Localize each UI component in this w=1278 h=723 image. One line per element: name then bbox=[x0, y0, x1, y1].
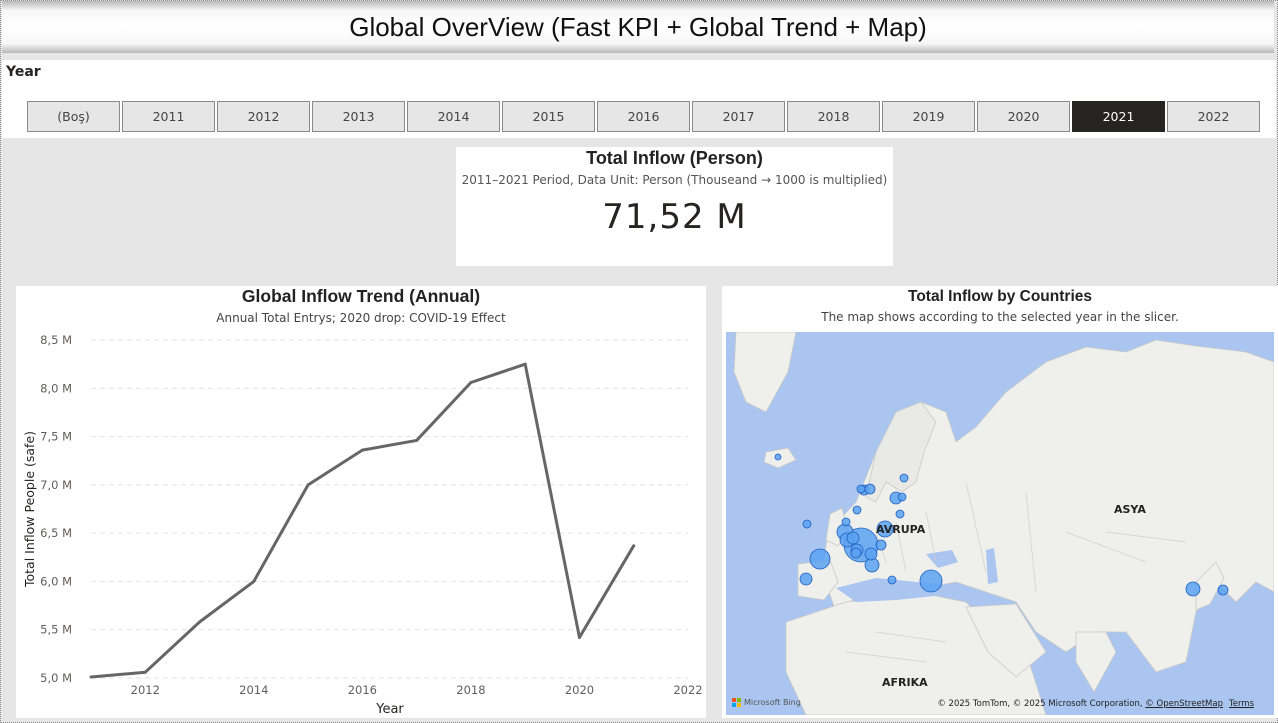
map-card[interactable]: Total Inflow by Countries The map shows … bbox=[722, 286, 1278, 718]
slicer-option[interactable]: 2018 bbox=[787, 101, 880, 132]
slicer-option[interactable]: 2012 bbox=[217, 101, 310, 132]
land-india bbox=[1075, 631, 1117, 693]
x-tick-label: 2012 bbox=[131, 683, 160, 697]
trend-chart[interactable]: 5,0 M 5,5 M 6,0 M 6,5 M 7,0 M 7,5 M 8,0 M 8,5 M… bbox=[16, 286, 706, 718]
x-tick-label: 2022 bbox=[673, 683, 702, 697]
data-point bbox=[252, 579, 256, 583]
slicer-option[interactable]: 2020 bbox=[977, 101, 1070, 132]
y-axis-label: Total Inflow People (safe) bbox=[22, 431, 37, 588]
country-bubble[interactable] bbox=[850, 547, 862, 559]
country-bubble[interactable] bbox=[887, 575, 897, 585]
data-point bbox=[523, 362, 527, 366]
x-axis-label: Year bbox=[375, 702, 404, 717]
country-bubble[interactable] bbox=[897, 492, 907, 502]
slicer-option[interactable]: 2015 bbox=[502, 101, 595, 132]
slicer-option[interactable]: 2013 bbox=[312, 101, 405, 132]
data-point bbox=[198, 620, 202, 624]
slicer-option[interactable]: 2011 bbox=[122, 101, 215, 132]
sea-caspian bbox=[986, 548, 998, 584]
y-tick-label: 6,0 M bbox=[40, 574, 72, 588]
country-bubble[interactable] bbox=[856, 484, 866, 494]
y-tick-label: 7,5 M bbox=[40, 430, 72, 444]
y-tick-label: 6,5 M bbox=[40, 526, 72, 540]
slicer-option[interactable]: (Boş) bbox=[27, 101, 120, 132]
osm-link[interactable]: © OpenStreetMap bbox=[1145, 699, 1223, 709]
data-point bbox=[143, 670, 147, 674]
data-point bbox=[89, 675, 93, 679]
slicer-option[interactable]: 2017 bbox=[692, 101, 785, 132]
map-canvas[interactable]: AVRUPA ASYA AFRIKA Microsoft Bing © 2025… bbox=[726, 332, 1274, 715]
country-bubble[interactable] bbox=[809, 548, 831, 570]
y-tick-label: 8,0 M bbox=[40, 381, 72, 395]
y-tick-label: 7,0 M bbox=[40, 478, 72, 492]
microsoft-logo-icon bbox=[732, 698, 741, 707]
land-arabia bbox=[965, 603, 1047, 678]
trend-chart-title: Global Inflow Trend (Annual) bbox=[241, 286, 481, 306]
country-bubble[interactable] bbox=[895, 509, 905, 519]
map-label-africa: AFRIKA bbox=[882, 676, 928, 689]
trend-chart-subtitle: Annual Total Entrys; 2020 drop: COVID-19… bbox=[216, 311, 506, 325]
country-bubble[interactable] bbox=[852, 505, 862, 515]
land-greenland bbox=[733, 332, 797, 413]
country-bubble[interactable] bbox=[802, 519, 812, 529]
slicer-option[interactable]: 2021 bbox=[1072, 101, 1165, 132]
x-tick-label: 2018 bbox=[456, 683, 485, 697]
land-scandinavia bbox=[865, 401, 937, 503]
country-bubble[interactable] bbox=[864, 483, 876, 495]
kpi-title: Total Inflow (Person) bbox=[586, 148, 763, 168]
x-tick-label: 2016 bbox=[348, 683, 377, 697]
slicer-option[interactable]: 2016 bbox=[597, 101, 690, 132]
country-bubble[interactable] bbox=[841, 517, 851, 527]
map-attribution: © 2025 TomTom, © 2025 Microsoft Corporat… bbox=[937, 699, 1254, 709]
year-slicer: Year (Boş) 2011 2012 2013 2014 2015 2016 2017 20… bbox=[2, 60, 1276, 138]
x-tick-label: 2020 bbox=[565, 683, 594, 697]
y-tick-label: 5,5 M bbox=[40, 623, 72, 637]
attribution-text: © 2025 TomTom, © 2025 Microsoft Corporat… bbox=[937, 699, 1146, 709]
sea-mediterranean bbox=[836, 578, 941, 602]
data-point bbox=[360, 448, 364, 452]
slicer-option[interactable]: 2019 bbox=[882, 101, 975, 132]
data-point bbox=[632, 544, 636, 548]
inflow-bubbles bbox=[774, 453, 1229, 597]
kpi-value: 71,52 M bbox=[602, 197, 747, 237]
map-label-asia: ASYA bbox=[1114, 503, 1146, 516]
page-title: Global OverView (Fast KPI + Global Trend… bbox=[349, 11, 927, 42]
report-header: Global OverView (Fast KPI + Global Trend… bbox=[2, 1, 1274, 53]
land-japan bbox=[1195, 561, 1225, 611]
country-bubble[interactable] bbox=[799, 572, 813, 586]
sea-black bbox=[926, 550, 958, 568]
country-bubble[interactable] bbox=[1185, 581, 1201, 597]
slicer-option[interactable]: 2022 bbox=[1167, 101, 1260, 132]
bing-logo: Microsoft Bing bbox=[732, 698, 801, 707]
country-bubble[interactable] bbox=[899, 473, 909, 483]
slicer-title: Year bbox=[6, 64, 41, 80]
kpi-card[interactable]: Total Inflow (Person) 2011–2021 Period, … bbox=[456, 147, 893, 266]
y-tick-label: 8,5 M bbox=[40, 333, 72, 347]
country-bubble[interactable] bbox=[846, 531, 860, 545]
map-title: Total Inflow by Countries bbox=[908, 288, 1092, 305]
country-bubble[interactable] bbox=[919, 569, 943, 593]
country-bubble[interactable] bbox=[875, 539, 887, 551]
slicer-option[interactable]: 2014 bbox=[407, 101, 500, 132]
bing-logo-text: Microsoft Bing bbox=[744, 698, 801, 707]
country-bubble[interactable] bbox=[864, 547, 878, 561]
country-bubble[interactable] bbox=[876, 520, 894, 538]
kpi-subtitle: 2011–2021 Period, Data Unit: Person (Tho… bbox=[461, 173, 888, 187]
y-tick-label: 5,0 M bbox=[40, 671, 72, 685]
country-bubble[interactable] bbox=[1217, 584, 1229, 596]
data-point bbox=[577, 635, 581, 639]
map-layer[interactable] bbox=[726, 332, 1274, 715]
terms-link[interactable]: Terms bbox=[1228, 699, 1254, 709]
map-label-europe: AVRUPA bbox=[876, 523, 926, 536]
data-point bbox=[306, 483, 310, 487]
country-bubble[interactable] bbox=[774, 453, 782, 461]
x-tick-label: 2014 bbox=[239, 683, 268, 697]
data-point bbox=[415, 438, 419, 442]
map-subtitle: The map shows according to the selected … bbox=[821, 310, 1179, 324]
trend-chart-card[interactable]: 5,0 M 5,5 M 6,0 M 6,5 M 7,0 M 7,5 M 8,0 M 8,5 M… bbox=[16, 286, 706, 718]
slicer-button-group: (Boş) 2011 2012 2013 2014 2015 2016 2017 2018 201… bbox=[27, 101, 1262, 132]
data-point bbox=[469, 380, 473, 384]
